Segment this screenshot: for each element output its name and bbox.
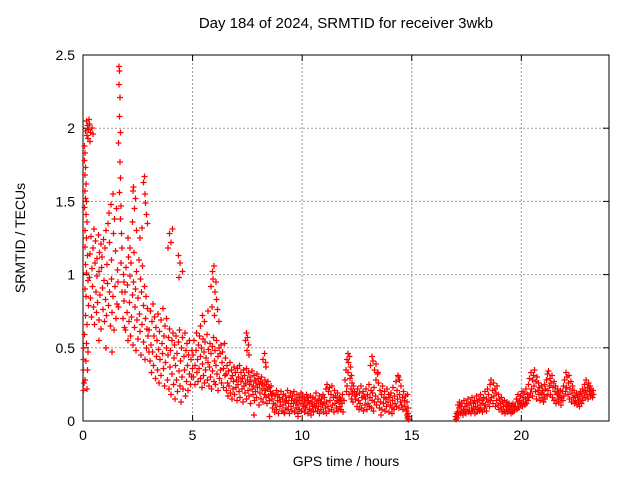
y-tick-label: 1	[67, 267, 75, 283]
x-tick-label: 5	[189, 427, 197, 443]
data-points	[80, 63, 597, 423]
x-tick-label: 20	[514, 427, 530, 443]
y-tick-label: 2.5	[56, 47, 76, 63]
chart-title: Day 184 of 2024, SRMTID for receiver 3wk…	[199, 15, 493, 32]
x-tick-label: 10	[294, 427, 310, 443]
y-tick-label: 0.5	[56, 340, 76, 356]
plot-border	[82, 54, 610, 422]
x-tick-label: 15	[404, 427, 420, 443]
y-axis-label: SRMTID / TECUs	[12, 183, 28, 293]
x-tick-label: 0	[79, 427, 87, 443]
y-tick-label: 0	[67, 413, 75, 429]
y-tick-label: 1.5	[56, 193, 76, 209]
x-axis-label: GPS time / hours	[293, 453, 400, 469]
y-tick-label: 2	[67, 120, 75, 136]
